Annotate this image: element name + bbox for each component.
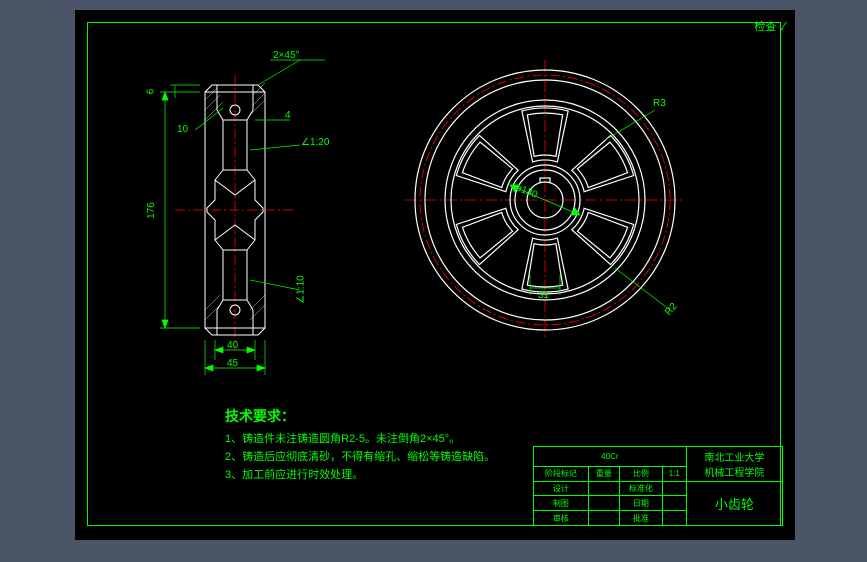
dim-176: 176 <box>146 202 157 219</box>
dim-r3: R3 <box>653 98 666 109</box>
tb-drawn: 制图 <box>534 496 589 511</box>
tb-approve: 批准 <box>619 511 662 526</box>
tb-design: 设计 <box>534 481 589 496</box>
dim-45: 45 <box>227 358 238 369</box>
wheel-svg <box>395 50 695 350</box>
section-svg <box>115 50 375 390</box>
tech-req-item: 3、加工前应进行时效处理。 <box>225 467 495 485</box>
tb-faculty: 机械工程学院 <box>689 464 780 479</box>
tb-check: 审核 <box>534 511 589 526</box>
cad-canvas: 检查 ✓ <box>75 10 795 540</box>
tb-material: 40Cr <box>534 447 687 467</box>
tb-date: 日期 <box>619 496 662 511</box>
dim-4: 4 <box>285 110 291 121</box>
tb-part-name: 小齿轮 <box>686 481 782 525</box>
tb-stage: 阶段标记 <box>534 466 589 481</box>
dim-6: 6 <box>145 89 156 95</box>
dim-10: 10 <box>177 124 188 135</box>
check-badge: 检查 ✓ <box>754 18 787 34</box>
dim-chamfer: 2×45° <box>273 50 300 61</box>
title-block: 40Cr 南北工业大学 机械工程学院 阶段标记 重量 比例 1:1 设计 标准化… <box>533 446 783 526</box>
dim-taper-bot: ∠1:10 <box>296 275 307 303</box>
dim-31: 31 <box>538 290 549 301</box>
tb-scale: 1:1 <box>662 466 686 481</box>
tb-mass-label: 重量 <box>588 466 619 481</box>
wheel-view: R3 ⌀130 31 R2 <box>395 50 695 350</box>
dim-taper-top: ∠1:20 <box>301 137 329 148</box>
tech-req-item: 2、铸造后应彻底清砂，不得有缩孔、缩松等铸造缺陷。 <box>225 449 495 467</box>
tb-university: 南北工业大学 <box>689 449 780 464</box>
dim-40: 40 <box>227 340 238 351</box>
tb-scale-label: 比例 <box>619 466 662 481</box>
tb-stdcheck: 标准化 <box>619 481 662 496</box>
tech-req-item: 1、铸造件未注铸造圆角R2-5。未注倒角2×45°。 <box>225 431 495 449</box>
section-view: 2×45° 6 4 ∠1:20 10 176 ∠1:10 40 45 <box>115 50 375 390</box>
tech-req-title: 技术要求： <box>225 405 495 427</box>
tech-requirements: 技术要求： 1、铸造件未注铸造圆角R2-5。未注倒角2×45°。 2、铸造后应彻… <box>225 405 495 484</box>
